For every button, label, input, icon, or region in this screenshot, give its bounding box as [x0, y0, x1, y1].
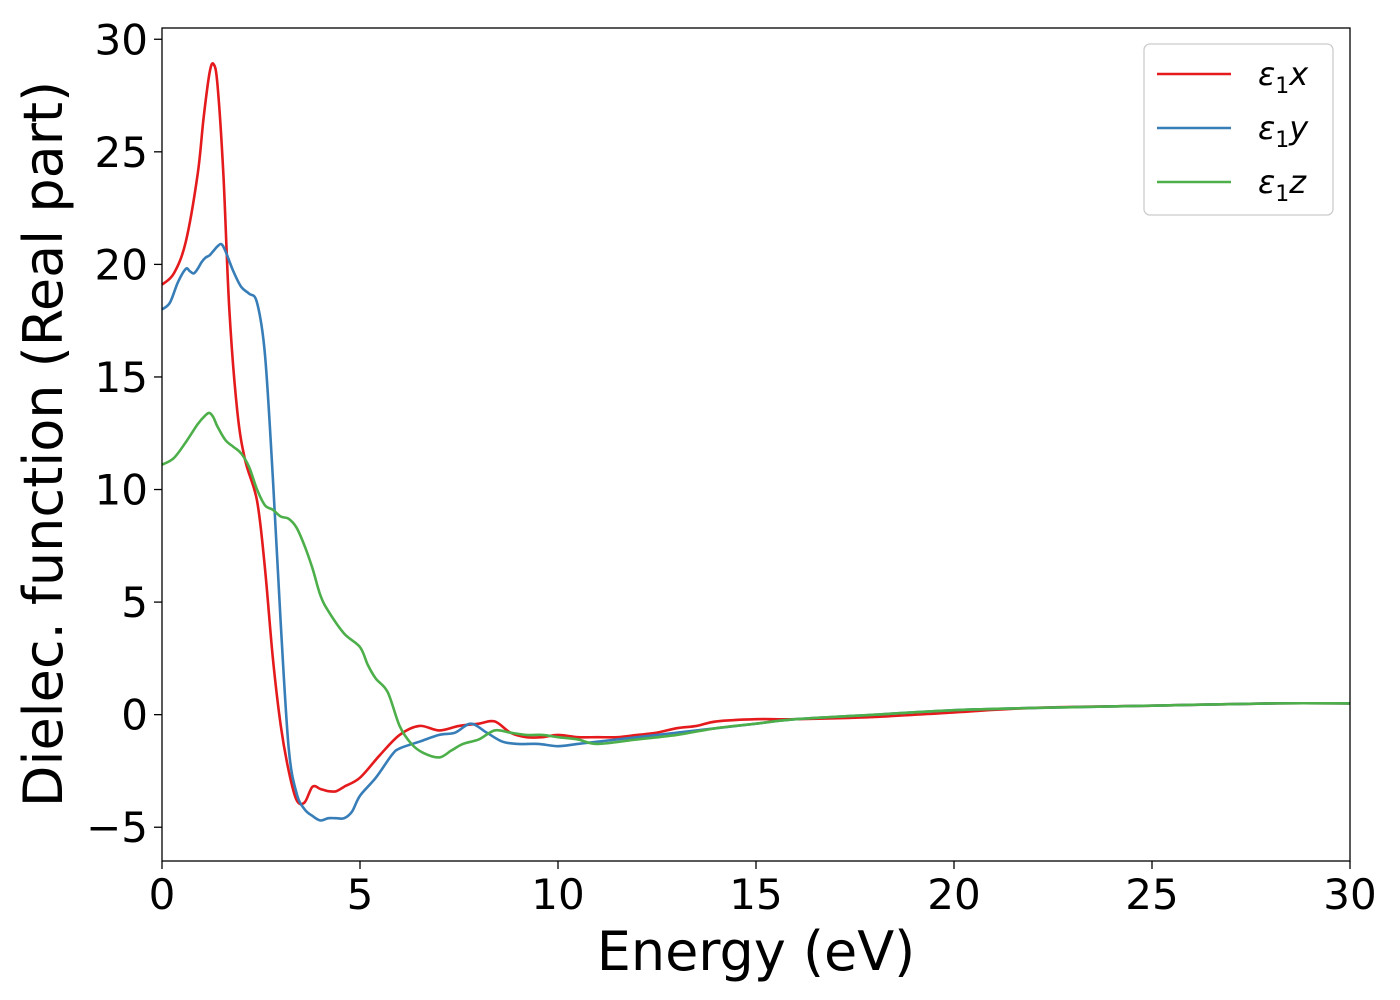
y-tick-label: 20 [95, 240, 148, 289]
series-line-x [161, 62, 1351, 806]
legend-label-z: ε1z [1258, 163, 1307, 207]
y-axis: −5 0 5 10 15 20 25 30 [86, 15, 162, 852]
y-tick-label: 10 [95, 466, 148, 515]
y-tick-label: 30 [95, 15, 148, 64]
series-layer [161, 62, 1351, 822]
y-tick-label: 0 [121, 691, 148, 740]
x-tick-label: 5 [347, 870, 374, 919]
x-axis: 0 5 10 15 20 25 30 [149, 861, 1377, 919]
y-tick-label: 15 [95, 353, 148, 402]
legend-frame [1143, 43, 1334, 216]
legend: ε1x ε1y ε1z [1143, 43, 1334, 216]
legend-label-y: ε1y [1258, 109, 1309, 153]
x-tick-label: 25 [1125, 870, 1178, 919]
legend-label-x: ε1x [1258, 55, 1309, 99]
x-tick-label: 10 [531, 870, 584, 919]
y-tick-label: −5 [86, 803, 148, 852]
x-axis-label: Energy (eV) [597, 920, 916, 983]
series-line-y [161, 242, 1351, 822]
x-tick-label: 0 [149, 870, 176, 919]
x-tick-label: 20 [927, 870, 980, 919]
y-axis-label: Dielec. function (Real part) [12, 81, 75, 807]
x-tick-label: 15 [729, 870, 782, 919]
y-tick-label: 5 [121, 578, 148, 627]
x-tick-label: 30 [1323, 870, 1376, 919]
series-line-z [161, 411, 1351, 759]
y-tick-label: 25 [95, 128, 148, 177]
